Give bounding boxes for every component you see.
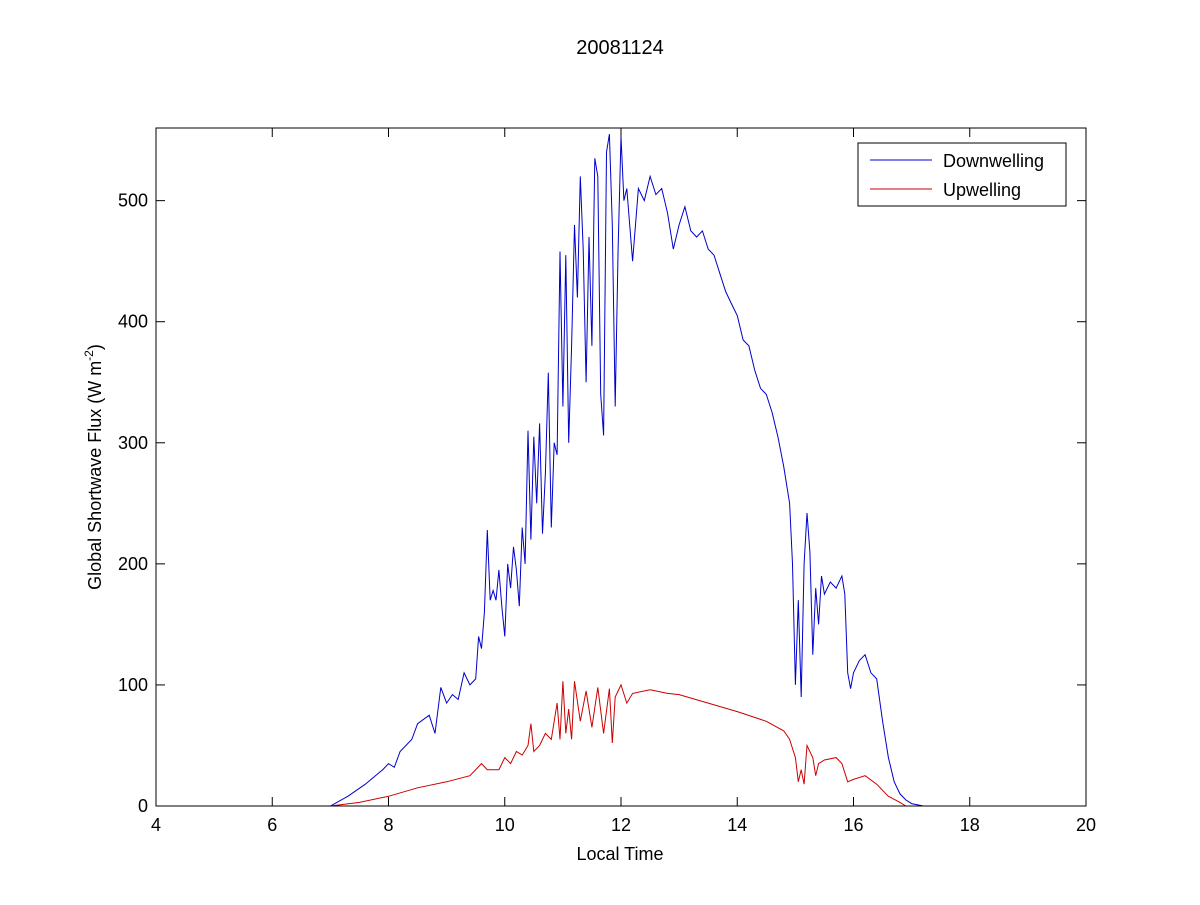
legend-box [857, 142, 1067, 207]
x-tick-label: 8 [383, 815, 393, 835]
x-tick-label: 6 [267, 815, 277, 835]
y-tick-label: 300 [118, 433, 148, 453]
y-axis-label: Global Shortwave Flux (W m-2) [82, 344, 105, 590]
x-tick-label: 14 [727, 815, 747, 835]
x-tick-label: 12 [611, 815, 631, 835]
y-axis-label-suffix: ) [85, 344, 105, 350]
y-axis-label-superscript: -2 [82, 350, 96, 361]
y-tick-label: 400 [118, 312, 148, 332]
legend-label-upwelling: Upwelling [943, 180, 1021, 200]
x-tick-label: 16 [843, 815, 863, 835]
x-tick-label: 20 [1076, 815, 1096, 835]
y-axis-label-main: Global Shortwave Flux (W m [85, 361, 105, 590]
series-layer [225, 134, 924, 807]
legend: Downwelling Upwelling [857, 142, 1067, 207]
y-tick-label: 0 [138, 796, 148, 816]
series-line-upwelling [225, 681, 907, 807]
y-tick-label: 100 [118, 675, 148, 695]
x-tick-label: 4 [151, 815, 161, 835]
y-tick-label: 200 [118, 554, 148, 574]
chart-title: 20081124 [576, 37, 664, 59]
x-tick-label: 10 [495, 815, 515, 835]
legend-label-downwelling: Downwelling [943, 151, 1044, 171]
x-axis-label: Local Time [576, 844, 663, 864]
x-tick-label: 18 [960, 815, 980, 835]
series-line-downwelling [225, 134, 924, 807]
y-tick-label: 500 [118, 191, 148, 211]
plot-frame [155, 127, 1087, 807]
